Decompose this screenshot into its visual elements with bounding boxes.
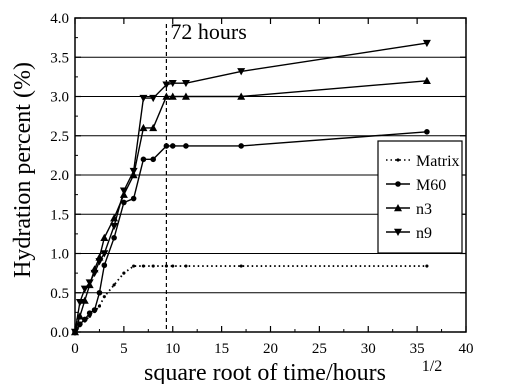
data-point xyxy=(181,92,190,100)
series-line xyxy=(74,80,427,333)
annotation-group: 72 hours xyxy=(165,19,247,332)
data-point xyxy=(80,296,89,304)
x-tick-label: 20 xyxy=(263,341,278,357)
data-point xyxy=(169,143,176,149)
data-point xyxy=(86,310,93,316)
y-axis-title: Hydration percent (%) xyxy=(10,62,36,278)
data-point xyxy=(75,298,84,307)
legend-label: M60 xyxy=(416,177,446,194)
x-tick-label: 30 xyxy=(361,341,376,357)
data-point xyxy=(122,271,126,275)
y-tick-label: 3.0 xyxy=(50,90,69,106)
data-point xyxy=(96,289,103,296)
data-point xyxy=(422,39,431,48)
annotation-label: 72 hours xyxy=(170,19,246,44)
data-point xyxy=(100,233,109,241)
data-point xyxy=(101,262,108,269)
legend-marker xyxy=(396,158,400,162)
x-axis-superscript: 1/2 xyxy=(422,358,442,375)
data-point xyxy=(90,269,99,278)
data-point xyxy=(139,123,148,132)
legend-label: Matrix xyxy=(416,153,460,170)
data-point xyxy=(129,167,138,176)
data-point xyxy=(81,316,88,323)
data-point xyxy=(102,295,106,299)
y-tick-label: 0.0 xyxy=(50,325,69,341)
x-tick-label: 5 xyxy=(120,341,128,357)
legend-entry: n3 xyxy=(386,201,432,218)
legend-label: n3 xyxy=(416,201,432,218)
data-point xyxy=(139,94,148,103)
legend-marker xyxy=(394,204,402,212)
data-point xyxy=(121,199,127,206)
x-tick-label: 40 xyxy=(459,341,474,357)
data-point xyxy=(95,258,104,266)
data-point xyxy=(119,187,128,195)
data-point xyxy=(140,156,147,163)
data-point xyxy=(422,76,431,84)
data-point xyxy=(424,129,430,135)
data-point xyxy=(149,123,158,132)
data-point xyxy=(162,81,171,89)
data-point xyxy=(91,307,98,313)
data-point xyxy=(100,250,109,258)
y-tick-label: 2.5 xyxy=(50,129,69,145)
x-tick-label: 15 xyxy=(214,341,229,357)
data-point xyxy=(168,79,177,88)
data-point xyxy=(238,143,244,149)
data-point xyxy=(181,79,190,88)
legend-label: n9 xyxy=(416,225,432,242)
series-line xyxy=(74,131,427,333)
data-point xyxy=(97,304,102,308)
y-tick-label: 3.5 xyxy=(50,50,69,66)
data-point xyxy=(110,222,119,231)
data-point xyxy=(111,235,117,241)
data-point xyxy=(183,143,189,149)
y-tick-label: 1.0 xyxy=(50,247,69,263)
tick-labels: 0.0 0.5 1.0 1.5 2.0 2.5 3.0 3.5 4.0 0 5 10 15 20 25 30 3… xyxy=(50,11,473,357)
y-tick-label: 0.5 xyxy=(50,286,69,302)
data-point xyxy=(171,264,175,268)
series-matrix xyxy=(73,264,429,334)
series-group xyxy=(71,39,431,336)
y-tick-label: 1.5 xyxy=(50,207,69,223)
data-point xyxy=(162,92,171,100)
data-point xyxy=(132,264,136,268)
data-point xyxy=(164,264,168,268)
data-point xyxy=(130,195,137,202)
legend: Matrix M60 n3 n9 xyxy=(377,140,463,254)
x-tick-label: 35 xyxy=(410,341,425,357)
data-point xyxy=(151,264,155,268)
data-point xyxy=(149,94,158,103)
legend-entry: Matrix xyxy=(386,153,460,170)
series-m60 xyxy=(72,129,430,335)
legend-marker xyxy=(395,181,401,187)
data-point xyxy=(239,264,243,268)
data-point xyxy=(150,156,156,163)
axes-group xyxy=(74,17,467,333)
data-point xyxy=(168,92,177,100)
data-point xyxy=(141,264,145,268)
x-axis-title: square root of time/hours xyxy=(144,360,386,384)
data-point xyxy=(163,143,170,149)
data-point xyxy=(425,264,429,268)
x-tick-label: 0 xyxy=(71,341,79,357)
series-line xyxy=(74,265,427,333)
legend-entry: n9 xyxy=(386,225,432,242)
data-point xyxy=(112,283,116,287)
x-tick-label: 25 xyxy=(312,341,327,357)
x-tick-label: 10 xyxy=(165,341,180,357)
legend-marker xyxy=(394,228,402,236)
series-n3 xyxy=(71,76,431,336)
series-n9 xyxy=(71,39,431,336)
data-point xyxy=(237,92,246,100)
data-point xyxy=(237,68,246,76)
data-point xyxy=(85,279,94,287)
data-point xyxy=(80,285,89,293)
y-tick-label: 2.0 xyxy=(50,168,69,184)
legend-entry: M60 xyxy=(386,177,446,194)
data-point xyxy=(184,264,188,268)
y-tick-label: 4.0 xyxy=(50,11,69,27)
